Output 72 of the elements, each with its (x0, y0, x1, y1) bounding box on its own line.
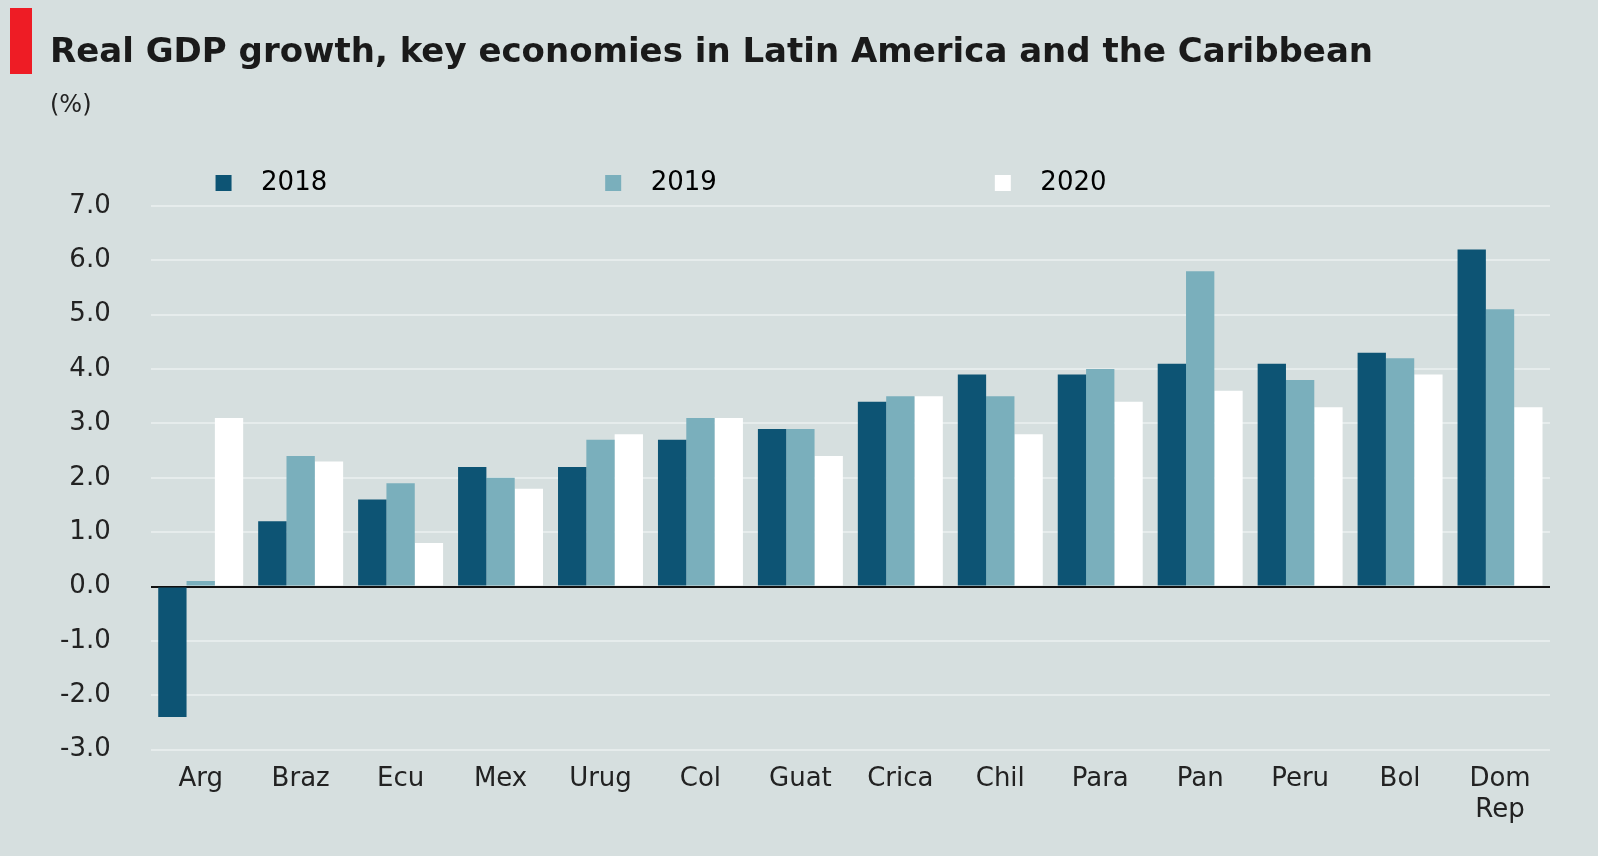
x-tick-label: Guat (769, 761, 832, 792)
y-tick-label: 7.0 (69, 188, 111, 219)
bar (786, 428, 815, 586)
bar (1257, 363, 1286, 586)
x-tick-label: Arg (178, 761, 223, 792)
bar (957, 374, 987, 586)
bar (1014, 434, 1043, 586)
y-tick-label: -2.0 (60, 677, 111, 708)
bar (1514, 407, 1543, 586)
bar (886, 396, 915, 586)
bar (686, 418, 715, 586)
bar (1357, 352, 1386, 586)
bar (614, 434, 643, 586)
bar (1385, 358, 1415, 586)
bar (1057, 374, 1087, 586)
x-tick-label: Col (679, 761, 722, 792)
y-tick-label: 3.0 (69, 406, 111, 437)
bar (1114, 401, 1143, 586)
chart-title: Real GDP growth, key economies in Latin America and the Caribbean (50, 30, 1374, 70)
bar (814, 456, 843, 586)
bar (1414, 374, 1443, 586)
x-tick-label: Crica (867, 761, 934, 792)
y-tick-label: 2.0 (69, 460, 111, 491)
x-tick-label: Chil (975, 761, 1025, 792)
bar (214, 418, 244, 586)
bar (314, 461, 344, 586)
y-tick-label: -3.0 (60, 732, 111, 763)
bar (857, 401, 887, 586)
y-tick-label: 6.0 (69, 243, 111, 274)
bar (1285, 379, 1315, 586)
bar (1214, 390, 1243, 586)
bar (1314, 407, 1343, 586)
bar (414, 543, 444, 586)
bar (1485, 309, 1515, 586)
bar (158, 587, 187, 717)
y-tick-label: 0.0 (69, 569, 111, 600)
y-tick-label: 4.0 (69, 351, 111, 382)
bar (657, 439, 687, 586)
x-tick-label: Dom Rep (1469, 761, 1531, 824)
bar (486, 477, 515, 586)
bar (358, 499, 387, 586)
bar (514, 488, 544, 586)
bar (286, 456, 315, 586)
x-tick-label: Pan (1176, 761, 1224, 792)
bar (186, 581, 215, 586)
bar (586, 439, 615, 586)
x-tick-label: Para (1071, 761, 1129, 792)
x-tick-label: Peru (1271, 761, 1330, 792)
legend-label: 2018 (244, 165, 576, 196)
x-tick-label: Bol (1379, 761, 1421, 792)
chart-subtitle: (%) (50, 90, 92, 118)
x-tick-label: Mex (473, 761, 528, 792)
y-tick-label: 5.0 (69, 297, 111, 328)
bar (558, 466, 587, 586)
y-tick-label: -1.0 (60, 623, 111, 654)
bar (258, 521, 287, 586)
legend-label: 2019 (634, 165, 965, 196)
bar (1086, 369, 1115, 586)
bar (386, 483, 415, 586)
bar (1157, 363, 1187, 586)
bar (458, 466, 487, 586)
x-tick-label: Braz (271, 761, 330, 792)
y-tick-label: 1.0 (69, 514, 111, 545)
bar (914, 396, 943, 586)
legend-label: 2020 (1023, 165, 1355, 196)
bar (1186, 271, 1215, 586)
bar (714, 418, 743, 586)
x-tick-label: Ecu (377, 761, 425, 792)
bar (757, 428, 787, 586)
bar (1457, 249, 1486, 586)
bar (986, 396, 1015, 586)
x-tick-label: Urug (569, 761, 632, 792)
